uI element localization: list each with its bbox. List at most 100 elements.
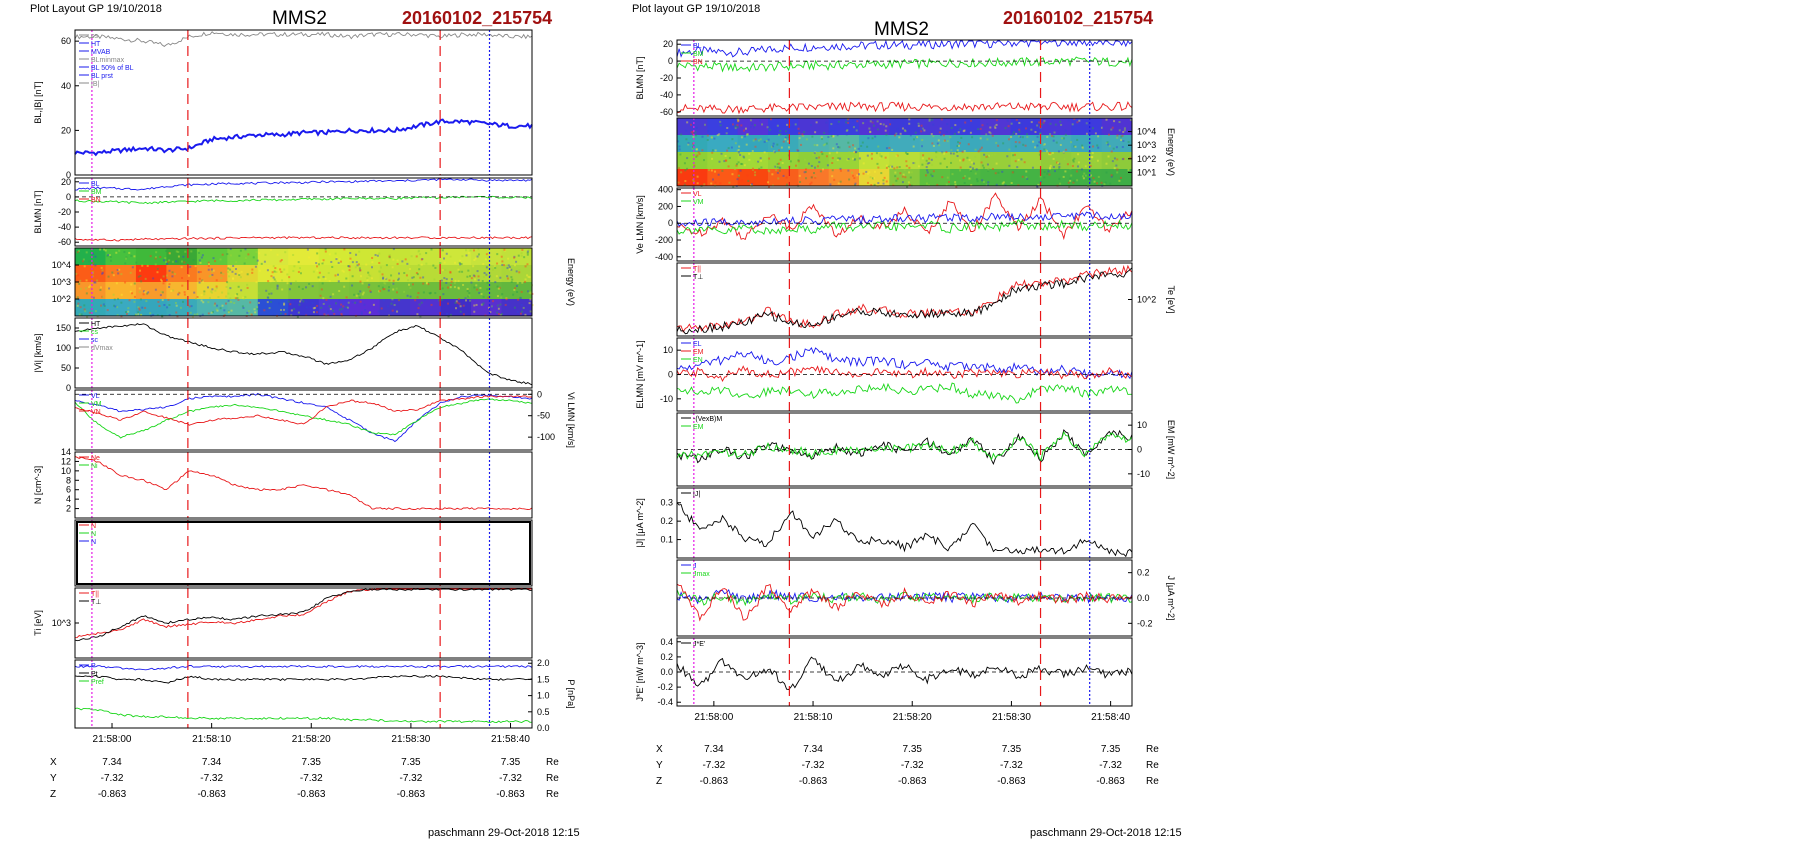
right-heatmap-speckle	[761, 123, 764, 126]
right-heatmap-speckle	[772, 158, 775, 161]
right-heatmap-speckle	[952, 152, 955, 155]
right-heatmap-cell	[889, 169, 921, 187]
left-heatmap-speckle	[321, 282, 324, 285]
left-heatmap-cell	[166, 265, 198, 283]
right-heatmap-speckle	[686, 167, 689, 170]
left-heatmap-speckle	[200, 294, 203, 297]
right-heatmap-speckle	[854, 182, 857, 185]
right-heatmap-speckle	[1107, 155, 1110, 158]
right-heatmap-cell	[1101, 169, 1133, 187]
left-heatmap-speckle	[216, 304, 219, 307]
right-ylabel: EM [mW m^-2]	[1166, 420, 1176, 479]
right-heatmap-speckle	[946, 176, 949, 179]
left-heatmap-speckle	[183, 261, 186, 264]
right-heatmap-speckle	[1062, 150, 1065, 153]
left-heatmap-speckle	[180, 260, 183, 263]
right-heatmap-speckle	[736, 118, 739, 121]
left-heatmap-speckle	[226, 253, 229, 256]
left-heatmap-speckle	[526, 274, 529, 277]
right-heatmap-speckle	[966, 156, 969, 159]
left-heatmap-speckle	[505, 298, 508, 301]
left-heatmap-speckle	[353, 293, 356, 296]
right-heatmap-speckle	[734, 127, 737, 130]
left-heatmap-speckle	[81, 260, 84, 263]
left-heatmap-cell	[135, 282, 167, 300]
left-heatmap-speckle	[253, 308, 256, 311]
left-ytick-label: 8	[66, 475, 71, 485]
right-heatmap-speckle	[1088, 151, 1091, 154]
left-heatmap-speckle	[78, 282, 81, 285]
right-heatmap-speckle	[855, 129, 858, 132]
right-heatmap-speckle	[736, 126, 739, 129]
right-heatmap-cell	[737, 169, 769, 187]
left-heatmap-speckle	[515, 260, 518, 263]
right-ephem-value: -0.863	[700, 776, 729, 787]
left-heatmap-speckle	[406, 294, 409, 297]
right-heatmap-speckle	[1093, 180, 1096, 183]
right-heatmap-speckle	[818, 161, 821, 164]
right-heatmap-speckle	[832, 135, 835, 138]
right-heatmap-speckle	[1089, 164, 1092, 167]
left-heatmap-speckle	[84, 310, 87, 313]
right-heatmap-speckle	[824, 143, 827, 146]
left-heatmap-speckle	[149, 255, 152, 258]
right-heatmap-speckle	[891, 165, 894, 168]
right-series-em	[676, 382, 1132, 404]
right-heatmap-speckle	[892, 183, 895, 186]
left-heatmap-speckle	[227, 311, 230, 314]
left-heatmap-speckle	[162, 259, 165, 262]
left-heatmap-speckle	[167, 298, 170, 301]
right-heatmap-speckle	[1122, 130, 1125, 133]
left-heatmap-speckle	[158, 269, 161, 272]
left-heatmap-speckle	[369, 289, 372, 292]
right-heatmap-speckle	[776, 124, 779, 127]
left-ylabel: Ti [eV]	[33, 610, 43, 636]
right-heatmap-speckle	[896, 177, 899, 180]
left-heatmap-speckle	[453, 282, 456, 285]
right-heatmap-speckle	[826, 164, 829, 167]
right-heatmap-speckle	[797, 149, 800, 152]
left-heatmap-speckle	[360, 275, 363, 278]
left-heatmap-speckle	[192, 259, 195, 262]
left-heatmap-speckle	[237, 298, 240, 301]
right-heatmap-speckle	[1018, 130, 1021, 133]
left-event-id: 20160102_215754	[402, 8, 552, 28]
left-heatmap-speckle	[378, 252, 381, 255]
right-heatmap-speckle	[894, 175, 897, 178]
left-heatmap-speckle	[418, 303, 421, 306]
right-heatmap-speckle	[1059, 182, 1062, 185]
right-heatmap-speckle	[1002, 142, 1005, 145]
left-heatmap-speckle	[392, 279, 395, 282]
left-heatmap-speckle	[320, 288, 323, 291]
right-heatmap-speckle	[1071, 165, 1074, 168]
right-heatmap-speckle	[997, 144, 1000, 147]
right-heatmap-speckle	[917, 122, 920, 125]
right-ytick-label: 10^3	[1137, 140, 1156, 150]
left-heatmap-speckle	[78, 313, 81, 316]
left-heatmap-speckle	[383, 299, 386, 302]
right-heatmap-speckle	[839, 167, 842, 170]
left-heatmap-speckle	[75, 272, 78, 275]
left-heatmap-speckle	[130, 283, 133, 286]
left-heatmap-speckle	[228, 275, 231, 278]
right-heatmap-speckle	[1062, 151, 1065, 154]
right-heatmap-speckle	[814, 176, 817, 179]
right-heatmap-speckle	[1013, 153, 1016, 156]
left-heatmap-speckle	[396, 310, 399, 313]
left-heatmap-speckle	[336, 273, 339, 276]
left-heatmap-cell	[440, 282, 472, 300]
left-heatmap-speckle	[314, 306, 317, 309]
right-heatmap-speckle	[995, 183, 998, 186]
left-heatmap-speckle	[140, 280, 143, 283]
right-heatmap-speckle	[736, 178, 739, 181]
right-legend-label: |J|	[693, 491, 700, 498]
left-heatmap-speckle	[421, 258, 424, 261]
right-heatmap-speckle	[696, 175, 699, 178]
right-heatmap-speckle	[959, 159, 962, 162]
left-ytick-label: 1.0	[537, 691, 550, 701]
right-legend-label: Jmax	[693, 571, 710, 578]
right-heatmap-speckle	[924, 162, 927, 165]
left-heatmap-speckle	[417, 307, 420, 310]
left-heatmap-speckle	[272, 265, 275, 268]
left-heatmap-speckle	[306, 248, 309, 251]
